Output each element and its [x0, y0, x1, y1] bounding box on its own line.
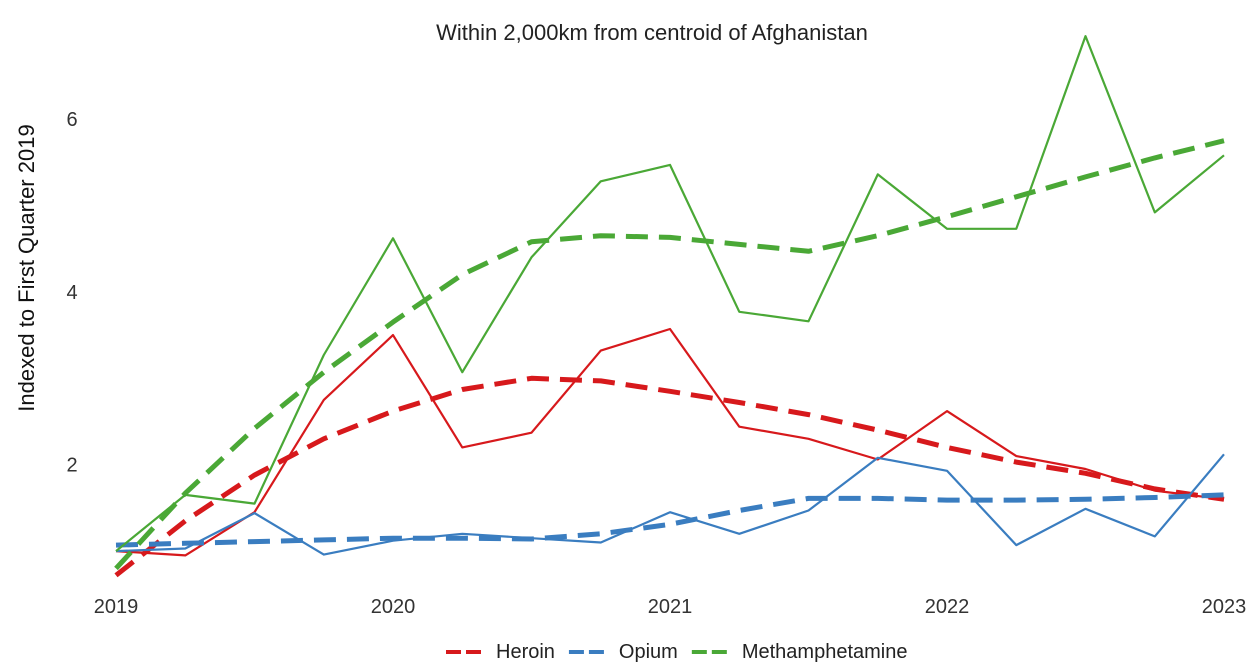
chart-title: Within 2,000km from centroid of Afghanis…: [436, 20, 868, 45]
x-tick-label: 2022: [925, 596, 970, 618]
x-tick-labels: 2019 2020 2021 2022 2023: [94, 596, 1247, 618]
x-tick-label: 2023: [1202, 596, 1247, 618]
methamphetamine-trend-line: [114, 138, 1225, 571]
y-tick-label: 2: [66, 455, 77, 477]
y-tick-label: 4: [66, 282, 77, 304]
y-tick-labels: 2 4 6: [66, 109, 77, 477]
heroin-trend-line: [114, 375, 1225, 578]
legend: Heroin Opium Methamphetamine: [446, 641, 907, 663]
methamphetamine-actual-line: [115, 34, 1225, 552]
legend-label-opium: Opium: [619, 641, 678, 663]
opium-trend-line: [115, 492, 1225, 548]
x-tick-label: 2019: [94, 596, 139, 618]
y-tick-label: 6: [66, 109, 77, 131]
x-tick-label: 2020: [371, 596, 416, 618]
heroin-actual-line: [115, 327, 1225, 557]
legend-label-methamphetamine: Methamphetamine: [742, 641, 908, 663]
legend-label-heroin: Heroin: [496, 641, 555, 663]
x-tick-label: 2021: [648, 596, 693, 618]
plot-area: [114, 34, 1225, 578]
y-axis-label: Indexed to First Quarter 2019: [14, 124, 39, 411]
